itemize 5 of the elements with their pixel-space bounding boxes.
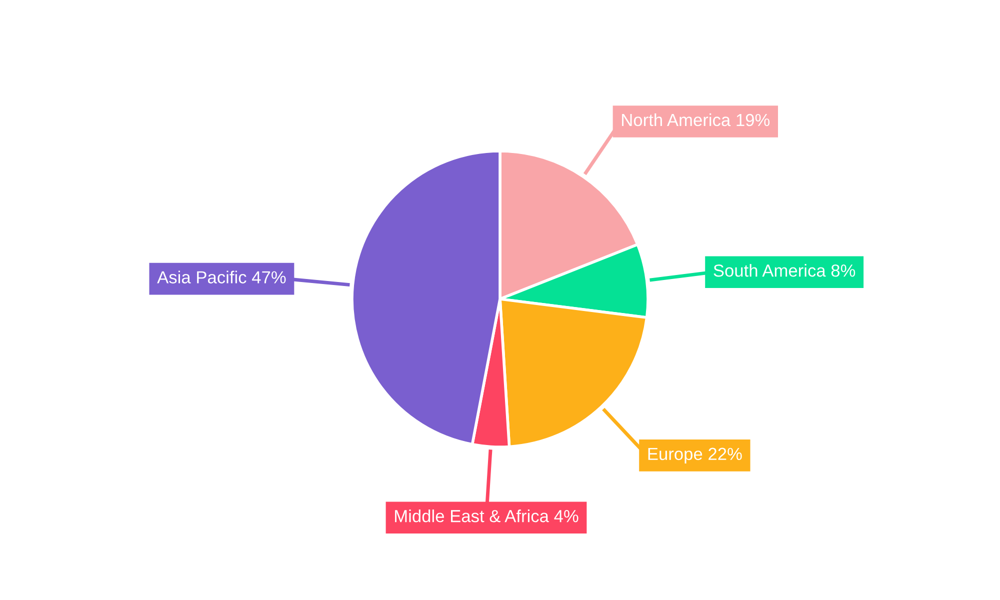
slice-label: Europe 22% (648, 448, 742, 464)
slice-label: North America 19% (622, 113, 770, 126)
slice-label: South America 8% (714, 264, 856, 277)
slice-label: Asia Pacific 47% (157, 270, 286, 284)
slice-label: Middle East & Africa 4% (395, 510, 578, 522)
